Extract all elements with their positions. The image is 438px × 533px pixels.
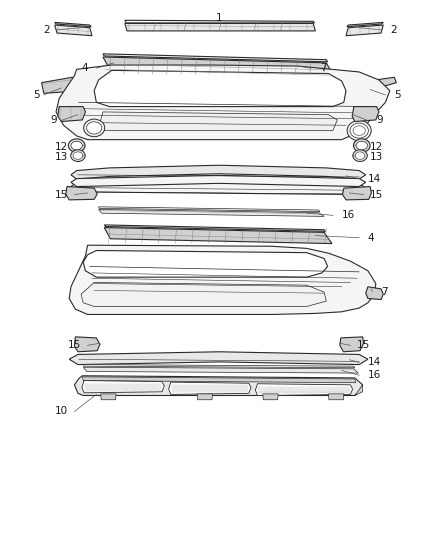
Ellipse shape	[68, 139, 85, 152]
Text: 15: 15	[370, 190, 383, 199]
Ellipse shape	[356, 141, 367, 150]
Ellipse shape	[353, 150, 367, 161]
Polygon shape	[255, 384, 353, 395]
Ellipse shape	[73, 152, 83, 159]
Polygon shape	[346, 25, 383, 36]
Ellipse shape	[84, 119, 105, 137]
Ellipse shape	[86, 122, 102, 134]
Polygon shape	[328, 394, 344, 400]
Text: 9: 9	[50, 116, 57, 125]
Polygon shape	[125, 20, 314, 23]
Polygon shape	[55, 25, 92, 36]
Polygon shape	[74, 337, 100, 352]
Polygon shape	[55, 22, 91, 27]
Polygon shape	[42, 77, 74, 93]
Polygon shape	[69, 352, 368, 365]
Polygon shape	[94, 70, 346, 107]
Polygon shape	[71, 175, 366, 187]
Ellipse shape	[355, 152, 365, 159]
Polygon shape	[169, 382, 251, 394]
Text: 16: 16	[368, 370, 381, 380]
Text: 14: 14	[368, 358, 381, 367]
Polygon shape	[58, 107, 85, 122]
Polygon shape	[340, 337, 364, 352]
Polygon shape	[74, 376, 363, 395]
Polygon shape	[96, 112, 337, 131]
Text: 9: 9	[377, 116, 383, 125]
Text: 7: 7	[320, 63, 326, 73]
Polygon shape	[83, 365, 355, 368]
Polygon shape	[56, 65, 390, 140]
Text: 2: 2	[44, 25, 50, 35]
Polygon shape	[197, 394, 212, 400]
Ellipse shape	[353, 139, 370, 152]
Polygon shape	[82, 381, 164, 393]
Text: 15: 15	[55, 190, 68, 199]
Polygon shape	[104, 225, 325, 231]
Text: 15: 15	[68, 341, 81, 350]
Ellipse shape	[71, 141, 82, 150]
Text: 4: 4	[81, 63, 88, 73]
Polygon shape	[103, 57, 333, 75]
Text: 12: 12	[55, 142, 68, 151]
Polygon shape	[343, 187, 371, 200]
Polygon shape	[263, 394, 278, 400]
Ellipse shape	[350, 123, 368, 138]
Text: 13: 13	[370, 152, 383, 161]
Polygon shape	[81, 282, 326, 306]
Text: 16: 16	[342, 211, 355, 220]
Text: 7: 7	[381, 287, 388, 296]
Polygon shape	[101, 394, 116, 400]
Polygon shape	[83, 251, 328, 277]
Polygon shape	[69, 245, 376, 314]
Text: 13: 13	[55, 152, 68, 161]
Polygon shape	[125, 23, 315, 31]
Polygon shape	[103, 54, 328, 62]
Polygon shape	[366, 287, 383, 300]
Polygon shape	[66, 187, 97, 200]
Polygon shape	[364, 77, 396, 92]
Polygon shape	[99, 209, 324, 216]
Text: 5: 5	[33, 90, 39, 100]
Polygon shape	[83, 367, 358, 373]
Ellipse shape	[353, 126, 365, 135]
Polygon shape	[355, 385, 363, 395]
Ellipse shape	[71, 150, 85, 161]
Text: 14: 14	[368, 174, 381, 183]
Polygon shape	[99, 207, 320, 212]
Polygon shape	[104, 228, 332, 244]
Text: 12: 12	[370, 142, 383, 151]
Text: 2: 2	[390, 25, 396, 35]
Polygon shape	[347, 22, 383, 27]
Text: 4: 4	[368, 233, 374, 243]
Polygon shape	[82, 377, 356, 383]
Polygon shape	[71, 181, 367, 195]
Polygon shape	[352, 107, 379, 122]
Text: 15: 15	[357, 341, 370, 350]
Polygon shape	[71, 165, 366, 179]
Text: 10: 10	[55, 407, 68, 416]
Text: 5: 5	[394, 90, 401, 100]
Text: 1: 1	[215, 13, 223, 22]
Ellipse shape	[347, 120, 371, 141]
